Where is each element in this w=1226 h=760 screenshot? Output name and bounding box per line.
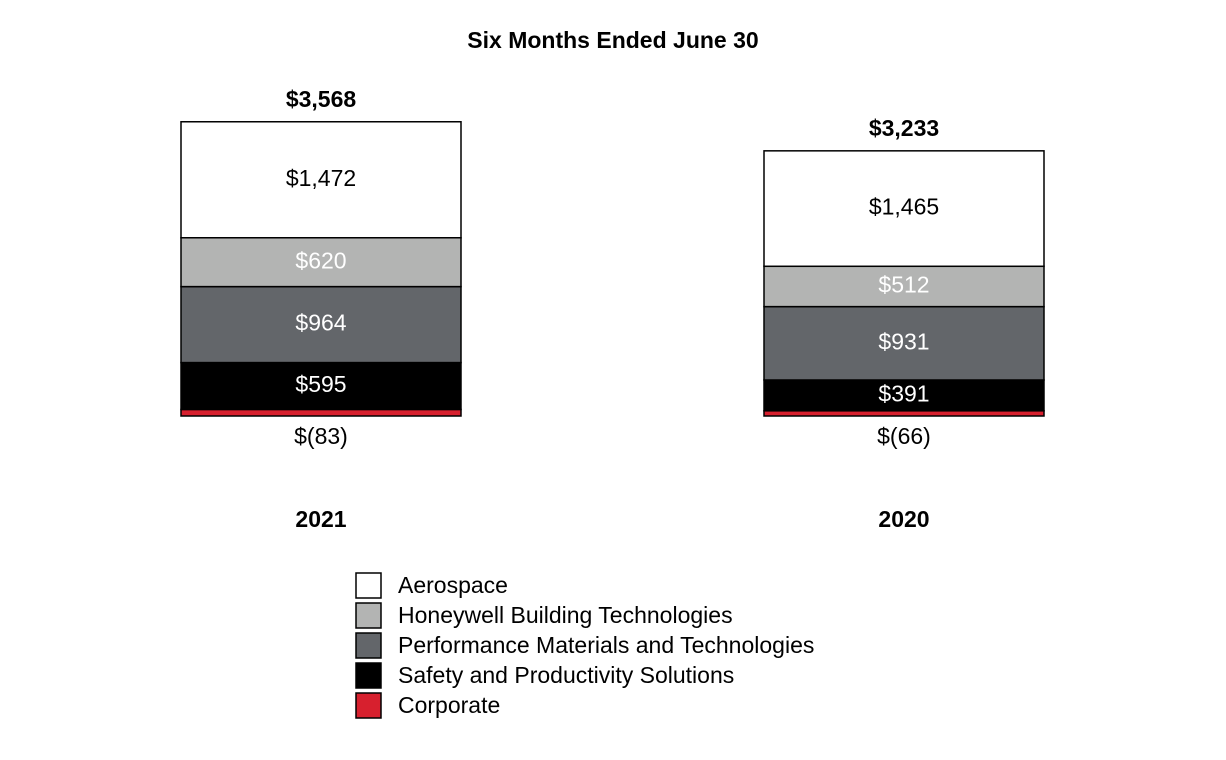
bar-segment	[763, 265, 1045, 308]
x-tick-label: 2021	[295, 506, 346, 532]
legend-swatch	[355, 632, 382, 659]
bar-segment	[180, 121, 462, 239]
data-label: $620	[295, 247, 346, 273]
data-label: $1,472	[286, 165, 356, 191]
bar-segment	[180, 408, 462, 417]
total-label: $3,233	[869, 115, 939, 141]
data-label: $1,465	[869, 194, 939, 220]
bar-segment	[180, 285, 462, 364]
legend-swatch	[355, 602, 382, 629]
data-label: $(66)	[877, 423, 931, 449]
data-label: $(83)	[294, 423, 348, 449]
legend-label: Safety and Productivity Solutions	[398, 662, 734, 688]
data-label: $931	[878, 328, 929, 354]
data-label: $512	[878, 272, 929, 298]
data-label: $964	[295, 310, 346, 336]
legend-label: Corporate	[398, 692, 500, 718]
legend-label: Performance Materials and Technologies	[398, 632, 814, 658]
total-label: $3,568	[286, 86, 357, 112]
legend-label: Aerospace	[398, 572, 508, 598]
bar-segment	[763, 379, 1045, 412]
bar-segment	[763, 305, 1045, 381]
legend-label: Honeywell Building Technologies	[398, 602, 733, 628]
legend-swatch	[355, 572, 382, 599]
data-label: $595	[295, 371, 346, 397]
bar-segment	[763, 410, 1045, 417]
legend-swatch	[355, 662, 382, 689]
bar-segment	[180, 361, 462, 411]
chart-title: Six Months Ended June 30	[467, 27, 758, 53]
data-label: $391	[878, 380, 929, 406]
legend-swatch	[355, 692, 382, 719]
bar-segment	[763, 150, 1045, 268]
x-tick-label: 2020	[878, 506, 929, 532]
